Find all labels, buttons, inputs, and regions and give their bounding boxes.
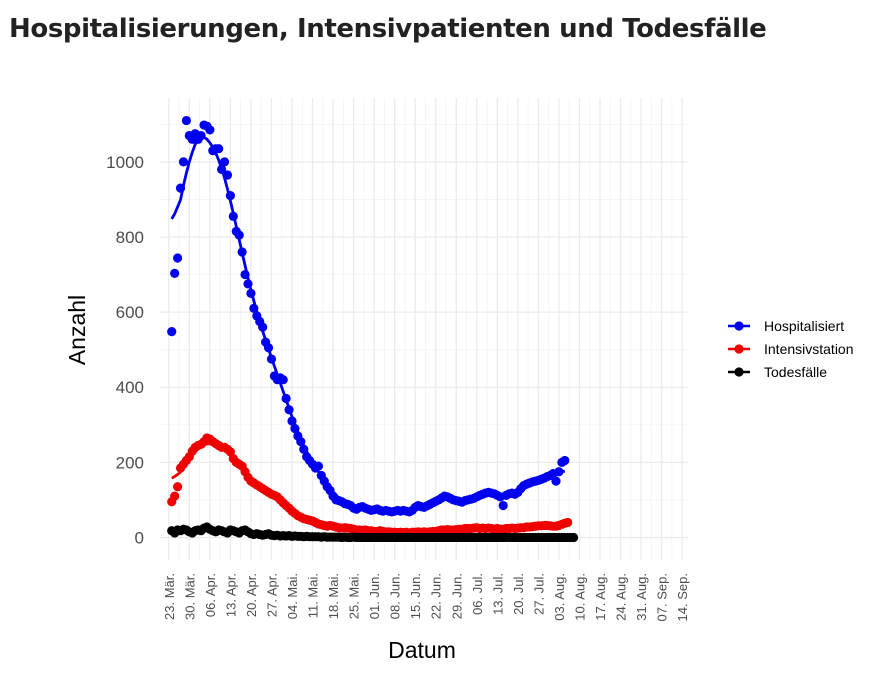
- data-point: [263, 343, 274, 353]
- legend-key-point: [734, 367, 744, 377]
- data-point: [222, 170, 233, 180]
- y-tick-label: 200: [116, 453, 144, 472]
- data-point: [167, 327, 177, 337]
- y-tick-label: 1000: [106, 153, 144, 172]
- data-point: [178, 157, 189, 167]
- data-point: [313, 461, 323, 471]
- x-tick-label: 06. Apr.: [203, 573, 218, 617]
- y-tick-label: 600: [116, 303, 144, 322]
- data-point: [205, 125, 215, 135]
- x-axis-title: Datum: [388, 637, 456, 663]
- legend-item: Intensivstation: [728, 341, 854, 357]
- data-point: [290, 423, 300, 434]
- x-axis-ticks: 23. Mär. 30. Mär. 06. Apr. 13. Apr. 20. Apr.…: [162, 573, 690, 621]
- data-point: [266, 354, 277, 364]
- x-tick-label: 07. Sep.: [655, 573, 670, 621]
- data-point: [217, 164, 227, 174]
- x-tick-label: 23. Mär.: [162, 573, 177, 620]
- data-points: [167, 115, 579, 543]
- y-tick-label: 800: [116, 228, 144, 247]
- data-point: [551, 476, 561, 486]
- data-point: [181, 115, 191, 126]
- data-point: [296, 437, 306, 447]
- data-point: [243, 279, 253, 289]
- data-point: [278, 375, 288, 385]
- legend-label: Intensivstation: [764, 341, 854, 357]
- data-point: [249, 303, 259, 313]
- legend-key-point: [734, 344, 744, 354]
- x-tick-label: 03. Aug.: [552, 573, 567, 621]
- x-tick-label: 27. Apr.: [264, 573, 279, 617]
- x-tick-label: 22. Jun.: [429, 573, 444, 619]
- data-point: [284, 405, 294, 415]
- y-axis-ticks: 0 200 400 600 800 1000: [106, 153, 144, 548]
- data-point: [240, 269, 250, 280]
- x-tick-label: 24. Aug.: [614, 573, 629, 621]
- data-point: [170, 491, 180, 501]
- x-tick-label: 15. Jun.: [408, 573, 423, 619]
- x-tick-label: 25. Mai.: [347, 573, 362, 619]
- data-point: [196, 130, 206, 141]
- data-point: [170, 268, 180, 279]
- data-point: [214, 144, 224, 154]
- x-tick-label: 27. Jul.: [531, 573, 546, 615]
- data-point: [281, 393, 291, 404]
- data-point: [173, 482, 183, 492]
- x-tick-label: 08. Jun.: [388, 573, 403, 619]
- y-tick-label: 400: [116, 378, 144, 397]
- data-point: [175, 183, 186, 193]
- x-tick-label: 11. Mai.: [306, 573, 321, 618]
- chart-title: Hospitalisierungen, Intensivpatienten un…: [9, 14, 767, 44]
- x-tick-label: 20. Jul.: [511, 573, 526, 615]
- x-tick-label: 17. Aug.: [593, 573, 608, 621]
- data-point: [173, 253, 183, 263]
- x-tick-label: 31. Aug.: [634, 573, 649, 621]
- legend-label: Todesfälle: [764, 364, 827, 380]
- legend: Hospitalisiert Intensivstation Todesfälle: [728, 318, 854, 380]
- data-point: [287, 416, 297, 426]
- x-tick-label: 04. Mai.: [285, 573, 300, 619]
- legend-item: Todesfälle: [728, 364, 827, 380]
- x-tick-label: 30. Mär.: [182, 573, 197, 620]
- data-point: [498, 500, 508, 511]
- data-point: [299, 444, 309, 454]
- gridlines: [160, 98, 688, 560]
- data-point: [560, 455, 570, 466]
- data-point: [237, 247, 247, 257]
- data-point: [234, 230, 244, 240]
- y-axis-title: Anzahl: [64, 295, 90, 365]
- data-point: [563, 517, 573, 528]
- x-tick-label: 01. Jun.: [367, 573, 382, 619]
- x-tick-label: 18. Mai.: [326, 573, 341, 619]
- data-point: [219, 157, 230, 167]
- x-tick-label: 06. Jul.: [470, 573, 485, 615]
- data-point: [228, 211, 238, 221]
- legend-item: Hospitalisiert: [728, 318, 844, 334]
- data-point: [258, 322, 268, 332]
- x-tick-label: 29. Jun.: [449, 573, 464, 619]
- data-point: [225, 191, 235, 201]
- data-point: [554, 467, 564, 477]
- data-point: [569, 532, 579, 543]
- data-point: [246, 288, 256, 298]
- legend-key-point: [734, 321, 744, 331]
- x-tick-label: 13. Apr.: [223, 573, 238, 617]
- x-tick-label: 20. Apr.: [244, 573, 259, 617]
- x-tick-label: 13. Jul.: [490, 573, 505, 615]
- x-tick-label: 10. Aug.: [572, 573, 587, 621]
- y-tick-label: 0: [135, 528, 144, 547]
- legend-label: Hospitalisiert: [764, 318, 844, 334]
- x-tick-label: 14. Sep.: [675, 573, 690, 621]
